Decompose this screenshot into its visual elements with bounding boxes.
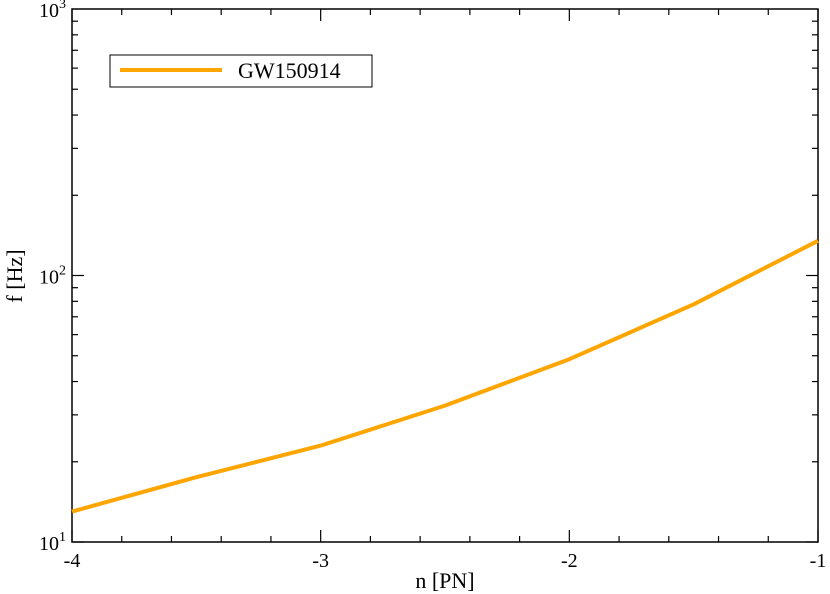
- legend-label: GW150914: [238, 58, 341, 83]
- legend: GW150914: [109, 54, 373, 88]
- series-layer: [71, 239, 819, 514]
- axis-ticks: [71, 9, 819, 543]
- x-tick-label: -3: [312, 550, 329, 572]
- tick-labels: -4 -3 -2 -1 101 102 103: [39, 0, 826, 572]
- series-line: [71, 239, 819, 514]
- y-tick-label: 101: [39, 530, 66, 555]
- x-axis-label: n [PN]: [415, 568, 474, 593]
- plot-frame: [71, 8, 819, 543]
- x-tick-label: -1: [810, 550, 827, 572]
- y-tick-label: 102: [39, 264, 66, 289]
- y-tick-label: 103: [39, 0, 66, 22]
- x-tick-label: -4: [64, 550, 81, 572]
- y-axis-label: f [Hz]: [2, 249, 27, 302]
- x-tick-label: -2: [561, 550, 578, 572]
